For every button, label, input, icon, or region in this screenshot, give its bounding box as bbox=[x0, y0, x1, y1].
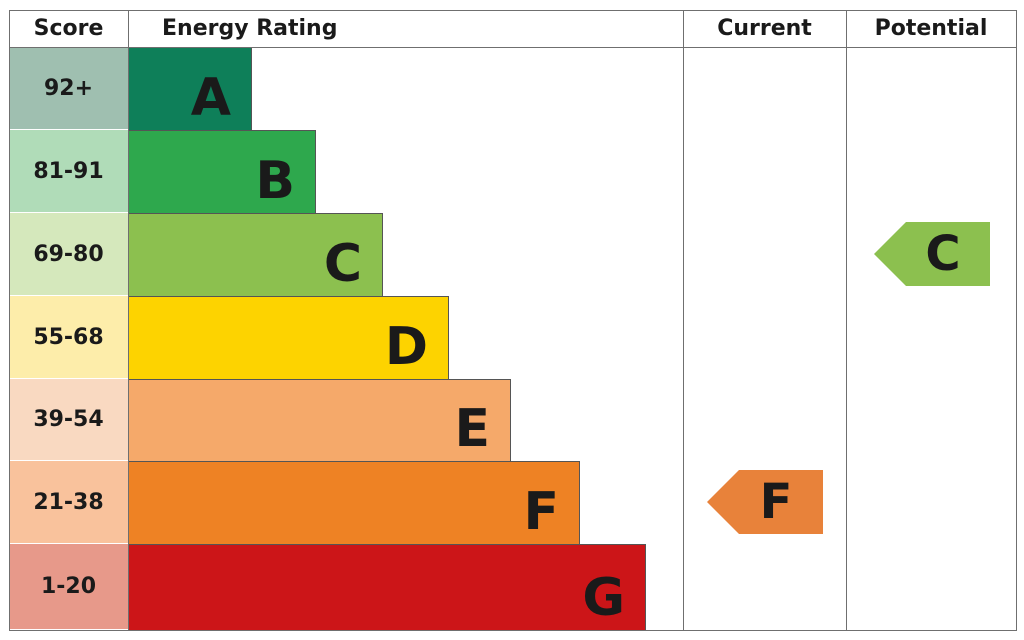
rating-bar-f: F bbox=[128, 461, 580, 544]
frame-top bbox=[9, 10, 1016, 11]
current-divider-left bbox=[683, 10, 684, 631]
frame-bottom bbox=[9, 630, 1016, 631]
potential-rating-arrow-letter: C bbox=[925, 226, 961, 282]
score-header: Score bbox=[33, 16, 104, 41]
rating-bar-letter: F bbox=[523, 482, 559, 542]
rating-bar-a: A bbox=[128, 47, 252, 130]
rating-bar-letter: E bbox=[454, 399, 490, 459]
rating-bar-g: G bbox=[128, 544, 646, 630]
score-band-b: 81-91 bbox=[9, 130, 128, 213]
score-band-c: 69-80 bbox=[9, 213, 128, 296]
rating-bar-letter: A bbox=[190, 68, 231, 128]
frame-right bbox=[1016, 10, 1017, 631]
rating-bar-letter: D bbox=[384, 317, 428, 377]
potential-header: Potential bbox=[874, 16, 988, 41]
energy-rating-header: Energy Rating bbox=[162, 16, 338, 41]
rating-bar-letter: C bbox=[323, 234, 362, 294]
header-divider bbox=[9, 47, 1016, 48]
rating-bar-c: C bbox=[128, 213, 383, 296]
score-band-e: 39-54 bbox=[9, 379, 128, 461]
potential-rating-arrow: C bbox=[874, 222, 990, 286]
rating-bar-letter: B bbox=[255, 151, 295, 211]
frame-left bbox=[9, 10, 10, 631]
score-band-a: 92+ bbox=[9, 47, 128, 130]
score-divider bbox=[128, 10, 129, 631]
score-band-d: 55-68 bbox=[9, 296, 128, 379]
rating-bar-letter: G bbox=[582, 568, 625, 628]
current-rating-arrow: F bbox=[707, 470, 823, 534]
potential-divider-left bbox=[846, 10, 847, 631]
rating-bar-b: B bbox=[128, 130, 316, 213]
score-band-g: 1-20 bbox=[9, 544, 128, 630]
current-rating-arrow-letter: F bbox=[759, 474, 793, 530]
rating-bar-e: E bbox=[128, 379, 511, 461]
current-header: Current bbox=[717, 16, 812, 41]
score-band-f: 21-38 bbox=[9, 461, 128, 544]
rating-bar-d: D bbox=[128, 296, 449, 379]
